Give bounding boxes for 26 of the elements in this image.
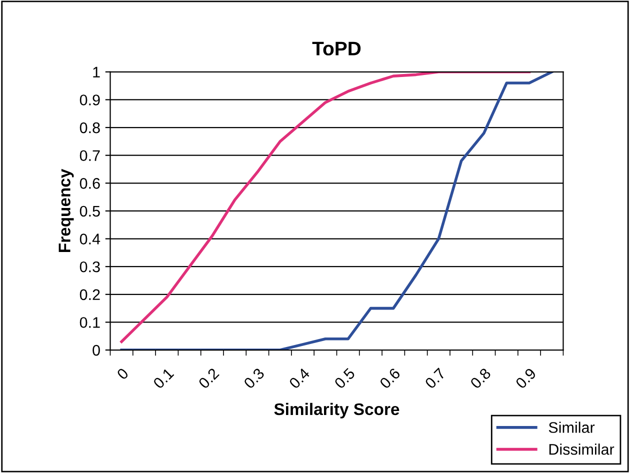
x-tick-label: 0.1 — [152, 368, 174, 390]
x-tick-label: 0.3 — [243, 367, 265, 390]
x-tick-label: 0.8 — [470, 367, 492, 390]
chart-title: ToPD — [312, 42, 361, 56]
x-tick-label: 0.9 — [514, 367, 537, 390]
y-tick-label: 0.7 — [80, 150, 100, 162]
legend-label: Similar — [548, 422, 595, 433]
y-tick-label: 0.5 — [80, 206, 100, 217]
x-tick-label: 0.7 — [424, 368, 446, 390]
y-axis-title: Frequency — [58, 168, 74, 252]
y-tick-label: 0.1 — [80, 317, 100, 328]
y-tick-label: 0.8 — [80, 122, 100, 134]
y-tick-label: 0.4 — [80, 234, 100, 244]
y-tick-label: 0 — [92, 344, 100, 356]
y-tick-label: 0.6 — [80, 178, 100, 189]
x-tick-label: 0.2 — [198, 368, 220, 390]
x-tick-label: 0 — [116, 367, 130, 380]
y-tick-label: 0.9 — [80, 94, 100, 106]
y-tick-label: 0.2 — [80, 289, 100, 300]
x-tick-label: 0.5 — [334, 367, 356, 390]
legend-label: Dissimilar — [549, 444, 614, 455]
y-tick-label: 1 — [93, 66, 100, 78]
x-tick-label: 0.4 — [288, 367, 310, 390]
x-tick-label: 0.6 — [379, 367, 401, 390]
x-axis-title: Similarity Score — [274, 402, 400, 418]
y-tick-label: 0.3 — [80, 261, 100, 272]
